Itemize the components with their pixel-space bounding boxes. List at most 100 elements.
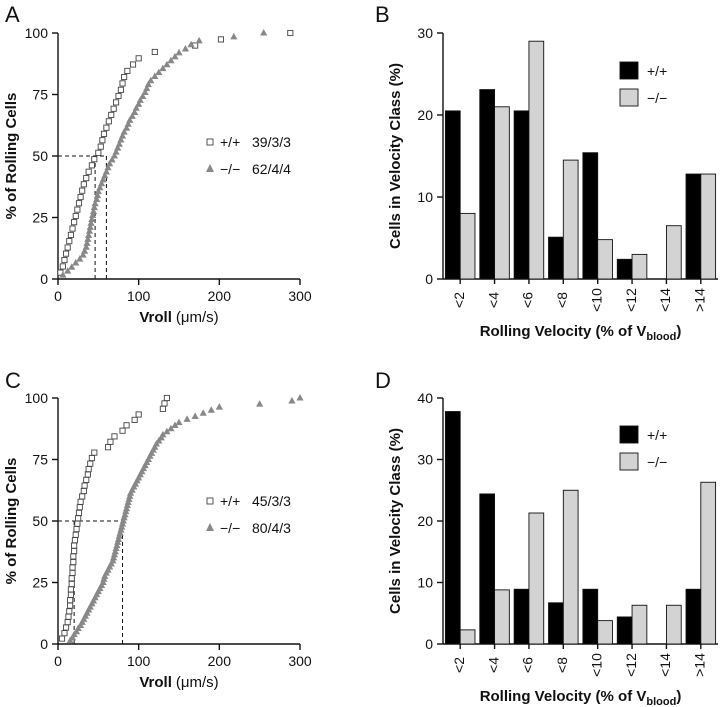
data-point-wt: [83, 175, 90, 182]
y-tick-label: 0: [40, 271, 48, 287]
data-point-wt: [75, 509, 83, 516]
data-point-wt: [95, 149, 102, 156]
data-point-ko: [195, 36, 203, 44]
data-point-ko: [124, 120, 132, 127]
series-wt: [58, 394, 170, 642]
data-point-ko: [115, 140, 123, 147]
x-tick-label: 200: [208, 653, 232, 669]
x-category-label: >14: [692, 653, 708, 677]
x-axis-title-subscript: blood: [646, 331, 676, 343]
y-tick-label: 50: [32, 513, 48, 529]
data-point-ko: [102, 167, 110, 175]
y-tick-label: 0: [40, 636, 48, 652]
x-axis-title: Vroll (μm/s): [139, 674, 218, 691]
bar-ko: [700, 173, 717, 280]
x-axis-title-subscript: blood: [646, 696, 676, 707]
data-point-ko: [97, 179, 106, 187]
legend-swatch-ko: [619, 88, 639, 107]
data-point-ko: [128, 112, 136, 119]
data-point-ko: [104, 163, 112, 171]
legend-marker-ko: [206, 164, 214, 172]
data-point-wt: [61, 257, 68, 264]
data-point-wt: [72, 212, 79, 220]
data-point-ko: [110, 152, 119, 159]
data-point-ko: [191, 412, 199, 419]
data-point-wt: [83, 476, 90, 483]
data-point-wt: [70, 559, 77, 566]
x-axis-title: Vroll (μm/s): [139, 309, 218, 326]
data-point-ko: [87, 219, 95, 226]
data-point-ko: [122, 124, 131, 131]
bar-ko: [631, 604, 648, 645]
data-point-wt: [119, 80, 126, 87]
x-axis-title-main: Rolling Velocity (% of V: [480, 688, 647, 705]
bar-ko: [665, 225, 682, 280]
data-point-ko: [207, 406, 215, 413]
panel-letter: D: [375, 368, 391, 393]
data-point-wt: [75, 200, 83, 207]
data-point-ko: [230, 32, 238, 40]
bar-wt: [685, 173, 702, 280]
y-tick-label: 10: [417, 189, 433, 205]
x-category-label: <12: [623, 653, 639, 677]
data-point-ko: [64, 267, 72, 274]
x-category-label: <10: [588, 288, 604, 312]
data-point-ko: [94, 187, 102, 195]
data-point-ko: [155, 68, 163, 76]
data-point-ko: [72, 259, 80, 266]
bar-ko: [700, 481, 717, 645]
panel-letter: C: [5, 368, 21, 393]
legend-label: +/+: [647, 63, 667, 79]
data-point-wt: [64, 619, 71, 626]
legend-genotype: +/+: [220, 493, 240, 509]
data-point-wt: [74, 520, 81, 527]
data-point-ko: [143, 84, 151, 92]
data-point-wt: [123, 422, 130, 429]
bar-ko: [562, 489, 579, 645]
data-point-wt: [110, 105, 117, 112]
data-point-ko: [181, 44, 190, 52]
data-point-wt: [163, 394, 170, 402]
bar-wt: [548, 236, 564, 280]
data-point-wt: [80, 181, 87, 188]
data-point-ko: [135, 100, 143, 107]
data-point-wt: [67, 591, 74, 598]
x-tick-label: 200: [208, 288, 232, 304]
y-tick-label: 100: [25, 390, 49, 406]
x-axis-title-main: Vroll: [139, 674, 172, 691]
data-point-wt: [105, 118, 112, 125]
bar-ko: [528, 40, 545, 280]
data-point-wt: [159, 405, 166, 412]
legend-swatch-ko: [619, 452, 639, 471]
bar-ko: [597, 239, 613, 280]
data-point-wt: [69, 564, 76, 571]
data-point-wt: [103, 124, 110, 131]
data-point-ko: [159, 64, 167, 72]
y-tick-label: 100: [25, 25, 49, 41]
x-axis-title: Rolling Velocity (% of Vblood): [480, 323, 682, 343]
data-point-ko: [112, 148, 120, 155]
data-point-ko: [215, 403, 223, 410]
series-ko: [66, 394, 304, 644]
x-category-label: <6: [520, 292, 536, 308]
y-tick-label: 0: [425, 271, 433, 287]
bar-wt: [548, 602, 564, 645]
x-axis-title: Rolling Velocity (% of Vblood): [480, 688, 682, 707]
data-point-wt: [85, 168, 92, 175]
data-point-wt: [59, 263, 66, 270]
y-tick-label: 75: [32, 87, 48, 103]
y-axis-title: Cells in Velocity Class (%): [387, 63, 404, 249]
x-tick-label: 100: [127, 653, 151, 669]
bar-wt: [582, 588, 599, 645]
data-point-wt: [68, 580, 75, 588]
data-point-wt: [117, 86, 124, 93]
data-point-ko: [91, 199, 99, 207]
data-point-wt: [87, 460, 94, 467]
data-point-ko: [167, 56, 175, 64]
data-point-wt: [115, 92, 122, 100]
panel-b: B 0 10 20 30 <2 <4 <6 <8 <10 <12 <14 >14 Rolling Velo…: [375, 2, 718, 343]
bar-ko: [631, 253, 648, 280]
data-point-wt: [217, 36, 224, 43]
x-category-label: <2: [451, 292, 467, 308]
data-point-ko: [151, 72, 159, 80]
